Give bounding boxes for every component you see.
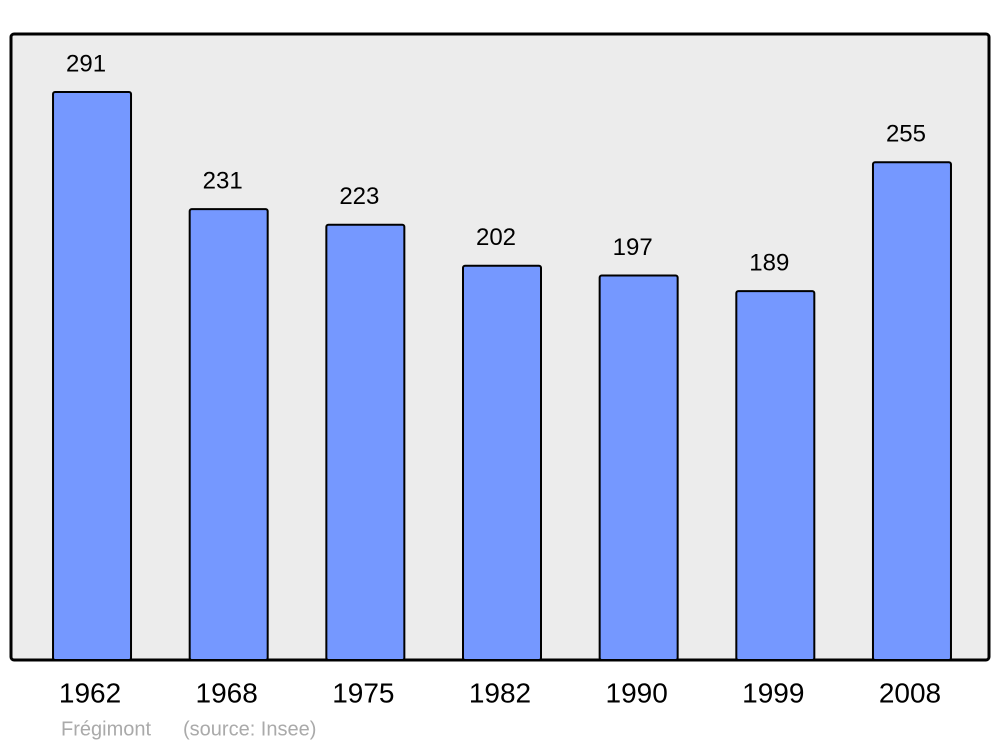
x-tick-label: 1982: [469, 677, 531, 708]
value-label: 189: [749, 249, 789, 276]
value-label: 255: [886, 121, 926, 148]
value-label: 202: [476, 224, 516, 251]
x-tick-label: 1962: [59, 677, 121, 708]
x-tick-label: 1990: [606, 677, 668, 708]
value-label: 231: [203, 167, 243, 194]
bar: [598, 274, 679, 661]
source: (source: Insee): [183, 718, 316, 740]
x-tick-label: 2008: [879, 677, 941, 708]
chart-title: Frégimont: [61, 718, 151, 740]
value-label: 291: [66, 50, 106, 77]
bar: [188, 208, 269, 661]
bar: [52, 91, 133, 661]
bar: [871, 161, 952, 661]
bar: [462, 264, 542, 661]
bar: [325, 223, 406, 661]
x-tick-label: 1975: [332, 677, 394, 708]
value-label: 223: [339, 183, 379, 210]
x-tick-label: 1999: [742, 677, 804, 708]
x-tick-label: 1968: [196, 677, 258, 708]
bar: [735, 290, 816, 661]
value-label: 197: [613, 234, 653, 261]
